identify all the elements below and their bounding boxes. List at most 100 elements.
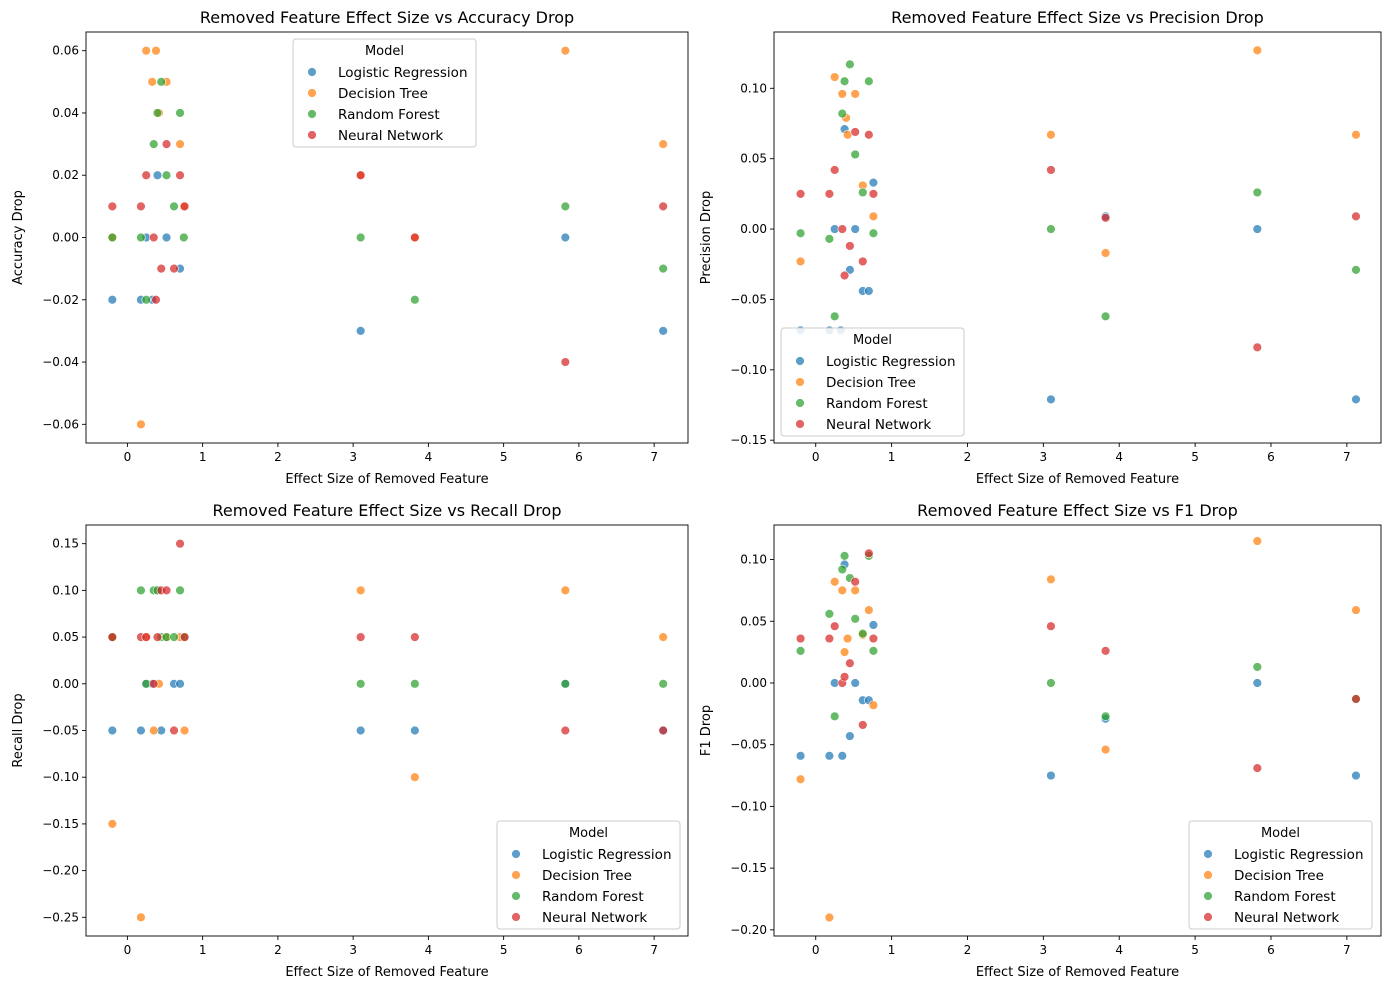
data-point-random-forest (355, 232, 366, 243)
x-axis-label: Effect Size of Removed Feature (976, 472, 1179, 487)
data-point-neural-network (151, 295, 161, 305)
y-tick-label: −0.06 (42, 417, 79, 431)
data-point-decision-tree (868, 700, 879, 710)
data-point-neural-network (1351, 694, 1361, 704)
x-tick-label: 3 (1040, 450, 1048, 464)
x-tick-label: 4 (1115, 450, 1123, 464)
data-point-neural-network (161, 585, 172, 596)
data-point-random-forest (161, 170, 172, 180)
legend: Model Logistic Regression Decision Tree Ran… (780, 327, 965, 437)
legend-label: Decision Tree (542, 868, 632, 884)
data-point-logistic-regression (560, 232, 571, 243)
x-tick-label: 2 (274, 450, 282, 464)
x-tick-label: 3 (349, 450, 357, 464)
data-point-decision-tree (868, 211, 879, 222)
data-point-decision-tree (179, 725, 190, 736)
data-point-random-forest (868, 646, 879, 656)
x-tick-label: 4 (425, 943, 433, 957)
data-point-logistic-regression (107, 725, 118, 736)
data-point-neural-network (141, 632, 151, 642)
x-tick-label: 6 (1267, 450, 1275, 464)
data-point-neural-network (845, 241, 855, 251)
data-point-decision-tree (842, 633, 853, 644)
data-point-neural-network (1046, 165, 1056, 175)
data-point-neural-network (107, 632, 118, 642)
legend-title: Model (569, 826, 608, 841)
x-tick-label: 4 (1115, 943, 1123, 957)
data-point-neural-network (179, 632, 190, 642)
data-point-random-forest (1252, 662, 1263, 672)
data-point-random-forest (152, 108, 163, 118)
data-point-logistic-regression (868, 620, 879, 630)
data-point-random-forest (868, 228, 879, 238)
data-point-logistic-regression (410, 725, 420, 736)
x-tick-label: 0 (812, 450, 820, 464)
data-points (795, 45, 1361, 405)
data-point-neural-network (845, 658, 855, 668)
y-tick-label: 0.05 (740, 152, 767, 166)
data-point-decision-tree (829, 577, 840, 587)
legend-label: Neural Network (826, 417, 931, 433)
x-tick-label: 0 (124, 450, 132, 464)
data-point-logistic-regression (1252, 678, 1263, 688)
data-point-decision-tree (850, 89, 860, 99)
legend-marker (511, 849, 521, 859)
x-tick-label: 7 (1343, 450, 1351, 464)
axes-frame (773, 31, 1382, 444)
data-point-random-forest (858, 187, 868, 198)
x-tick-label: 6 (575, 450, 583, 464)
x-tick-label: 6 (575, 943, 583, 957)
y-tick-label: −0.15 (42, 817, 79, 831)
legend-marker (1203, 849, 1213, 859)
data-point-random-forest (169, 632, 179, 642)
x-tick-label: 1 (888, 943, 896, 957)
x-tick-label: 0 (812, 943, 820, 957)
data-point-neural-network (156, 263, 166, 274)
legend-label: Random Forest (338, 107, 440, 123)
data-point-random-forest (850, 149, 860, 160)
data-points (107, 45, 668, 430)
data-point-logistic-regression (864, 286, 874, 296)
data-point-neural-network (149, 232, 159, 243)
x-tick-label: 3 (1040, 943, 1048, 957)
data-point-logistic-regression (107, 295, 118, 305)
data-point-decision-tree (837, 585, 847, 596)
legend-marker (307, 130, 317, 140)
data-point-neural-network (560, 725, 571, 736)
legend-marker (511, 891, 521, 901)
data-point-random-forest (845, 59, 855, 70)
data-point-decision-tree (1351, 605, 1361, 615)
legend-marker (307, 88, 317, 98)
x-tick-label: 1 (199, 450, 207, 464)
data-point-neural-network (152, 632, 163, 642)
data-point-neural-network (658, 725, 668, 736)
data-point-random-forest (1351, 265, 1361, 275)
legend-label: Decision Tree (1234, 868, 1324, 884)
data-point-neural-network (829, 621, 840, 631)
legend-marker (1203, 891, 1213, 901)
data-point-decision-tree (560, 45, 571, 56)
data-point-neural-network (837, 224, 847, 234)
data-point-random-forest (795, 646, 806, 656)
data-point-logistic-regression (850, 678, 860, 688)
y-tick-label: −0.20 (42, 864, 79, 878)
y-tick-label: 0.10 (740, 553, 767, 567)
legend-marker (795, 356, 805, 366)
data-point-random-forest (107, 232, 118, 243)
y-tick-label: 0.06 (52, 44, 79, 58)
axes-frame (773, 524, 1382, 937)
chart-panel-3: 0 1 2 3 4 5 6 7 −0.25 −0.20 −0.15 −0.10 −0.05 0.00 0.0… (11, 501, 689, 980)
y-tick-label: −0.15 (730, 861, 767, 875)
data-point-neural-network (169, 263, 179, 274)
y-tick-label: 0.10 (740, 81, 767, 95)
data-point-neural-network (1351, 211, 1361, 222)
x-tick-label: 5 (500, 450, 508, 464)
x-tick-label: 0 (124, 943, 132, 957)
data-point-logistic-regression (795, 751, 806, 761)
data-point-decision-tree (149, 725, 159, 736)
data-point-random-forest (1252, 187, 1263, 198)
y-tick-label: −0.10 (730, 363, 767, 377)
data-point-logistic-regression (1252, 224, 1263, 234)
data-point-logistic-regression (355, 725, 366, 736)
data-point-decision-tree (107, 819, 118, 829)
